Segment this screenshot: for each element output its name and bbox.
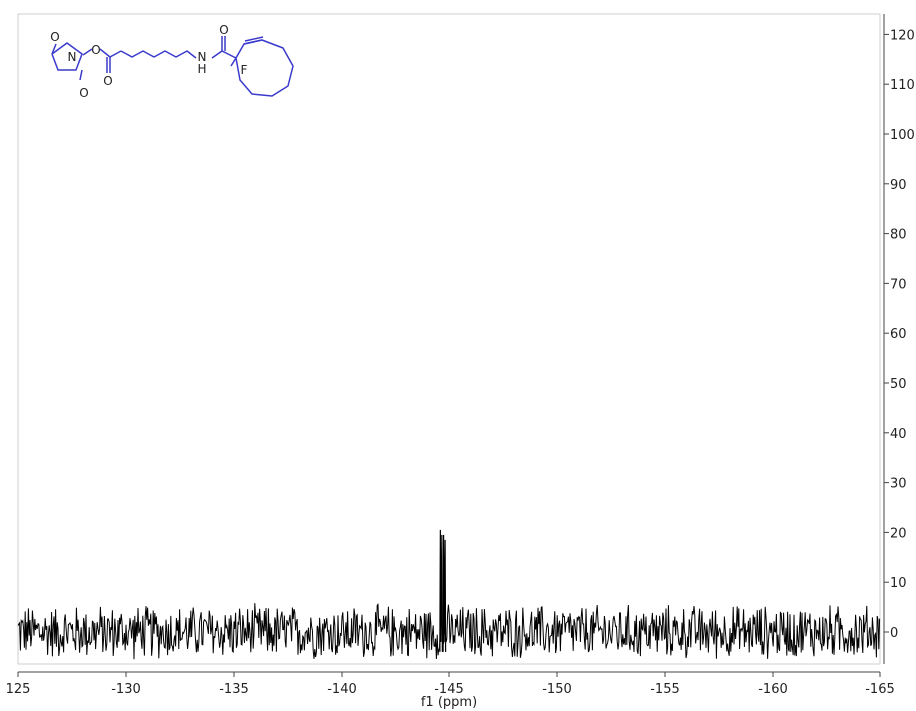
x-tick-label: 125 (6, 682, 31, 697)
atom-label: F (241, 63, 248, 77)
plot-frame (17, 13, 881, 665)
chemical-structure (51, 36, 294, 97)
y-tick-label: 20 (890, 526, 907, 541)
y-tick-label: 10 (890, 576, 907, 591)
y-tick-label: 110 (890, 78, 915, 93)
atom-label: O (91, 43, 100, 57)
atom-label: O (50, 30, 59, 44)
spectrum-peak (439, 529, 443, 652)
atom-label: O (219, 23, 228, 37)
y-tick-label: 60 (890, 327, 907, 342)
y-tick-label: 50 (890, 377, 907, 392)
spectrum-peak (442, 534, 447, 652)
x-tick-label: -165 (865, 682, 895, 697)
atom-label: O (79, 86, 88, 100)
y-tick-label: 40 (890, 427, 907, 442)
x-tick-label: -150 (542, 682, 572, 697)
x-tick-label: -140 (327, 682, 357, 697)
x-tick-label: -135 (219, 682, 249, 697)
y-tick-label: 100 (890, 128, 915, 143)
atom-label: N (198, 50, 207, 64)
atom-label: O (103, 74, 112, 88)
x-tick-label: -160 (758, 682, 788, 697)
x-axis-label: f1 (ppm) (421, 695, 477, 710)
spectrum-trace (17, 603, 881, 660)
atom-label: H (197, 62, 206, 76)
y-tick-label: 0 (890, 626, 898, 641)
y-axis: 0 10 20 30 40 50 60 70 80 90 100 110 120 (883, 14, 915, 664)
x-tick-label: -145 (434, 682, 464, 697)
x-tick-label: -155 (650, 682, 680, 697)
y-tick-label: 80 (890, 228, 907, 243)
y-tick-label: 30 (890, 477, 907, 492)
atom-label: N (68, 50, 77, 64)
x-tick-label: -130 (111, 682, 141, 697)
y-tick-label: 70 (890, 277, 907, 292)
x-axis: 125 -130 -135 -140 -145 -150 -155 -160 -165 (6, 671, 895, 697)
y-tick-label: 120 (890, 28, 915, 43)
y-tick-label: 90 (890, 178, 907, 193)
